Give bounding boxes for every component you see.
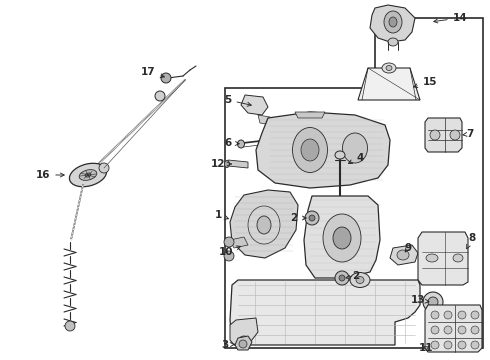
Ellipse shape: [323, 214, 361, 262]
Polygon shape: [230, 237, 248, 248]
Text: 7: 7: [463, 129, 474, 139]
Text: 9: 9: [404, 243, 412, 253]
Circle shape: [471, 341, 479, 349]
Text: 2: 2: [291, 213, 306, 223]
Circle shape: [155, 91, 165, 101]
Text: 11: 11: [419, 343, 433, 353]
Circle shape: [431, 341, 439, 349]
Ellipse shape: [293, 127, 327, 172]
Circle shape: [430, 130, 440, 140]
Text: 2: 2: [346, 271, 360, 281]
Ellipse shape: [350, 273, 370, 288]
Ellipse shape: [85, 173, 91, 177]
Text: 17: 17: [141, 67, 164, 78]
Circle shape: [339, 275, 345, 281]
Polygon shape: [258, 115, 272, 125]
Circle shape: [428, 297, 438, 307]
Circle shape: [450, 130, 460, 140]
Circle shape: [238, 336, 250, 348]
Ellipse shape: [224, 161, 229, 167]
Polygon shape: [228, 160, 248, 168]
Ellipse shape: [389, 17, 397, 27]
Polygon shape: [230, 190, 298, 258]
Circle shape: [444, 311, 452, 319]
Ellipse shape: [336, 269, 344, 275]
Polygon shape: [230, 280, 420, 345]
Polygon shape: [295, 112, 325, 118]
Circle shape: [458, 326, 466, 334]
Ellipse shape: [356, 276, 364, 284]
Circle shape: [444, 326, 452, 334]
Polygon shape: [256, 112, 390, 188]
Text: 13: 13: [411, 295, 429, 305]
Text: 6: 6: [224, 138, 239, 148]
Text: 10: 10: [219, 246, 241, 257]
Ellipse shape: [257, 216, 271, 234]
Circle shape: [224, 251, 234, 261]
Circle shape: [65, 321, 75, 331]
Polygon shape: [304, 196, 380, 278]
Ellipse shape: [453, 254, 463, 262]
Ellipse shape: [386, 66, 392, 71]
Circle shape: [305, 211, 319, 225]
Polygon shape: [230, 318, 258, 345]
Text: 16: 16: [36, 170, 64, 180]
Text: 8: 8: [466, 233, 476, 249]
Ellipse shape: [384, 11, 402, 33]
Polygon shape: [418, 232, 468, 285]
Polygon shape: [425, 118, 462, 152]
Circle shape: [224, 237, 234, 247]
Ellipse shape: [335, 151, 345, 159]
Polygon shape: [235, 336, 252, 350]
Ellipse shape: [333, 227, 351, 249]
Ellipse shape: [426, 254, 438, 262]
Circle shape: [444, 341, 452, 349]
Circle shape: [431, 326, 439, 334]
Circle shape: [423, 292, 443, 312]
Text: 5: 5: [224, 95, 251, 106]
Circle shape: [471, 326, 479, 334]
Text: 1: 1: [215, 210, 228, 220]
Text: 12: 12: [211, 159, 231, 169]
Text: 15: 15: [414, 77, 437, 87]
Polygon shape: [241, 95, 268, 115]
Circle shape: [458, 341, 466, 349]
Text: 4: 4: [348, 153, 364, 163]
Ellipse shape: [301, 139, 319, 161]
Circle shape: [431, 311, 439, 319]
Ellipse shape: [382, 63, 396, 73]
Circle shape: [471, 311, 479, 319]
Text: 3: 3: [221, 340, 234, 350]
Ellipse shape: [388, 38, 398, 46]
Text: 14: 14: [434, 13, 467, 23]
Circle shape: [335, 271, 349, 285]
Ellipse shape: [343, 133, 368, 163]
Circle shape: [239, 340, 247, 348]
Circle shape: [161, 73, 171, 83]
Polygon shape: [358, 68, 420, 100]
Polygon shape: [390, 245, 418, 265]
Ellipse shape: [79, 170, 97, 180]
Ellipse shape: [397, 250, 409, 260]
Ellipse shape: [70, 163, 106, 187]
Ellipse shape: [238, 140, 245, 148]
Circle shape: [99, 163, 109, 173]
Circle shape: [309, 215, 315, 221]
Polygon shape: [425, 305, 482, 352]
Circle shape: [458, 311, 466, 319]
Polygon shape: [370, 5, 415, 42]
